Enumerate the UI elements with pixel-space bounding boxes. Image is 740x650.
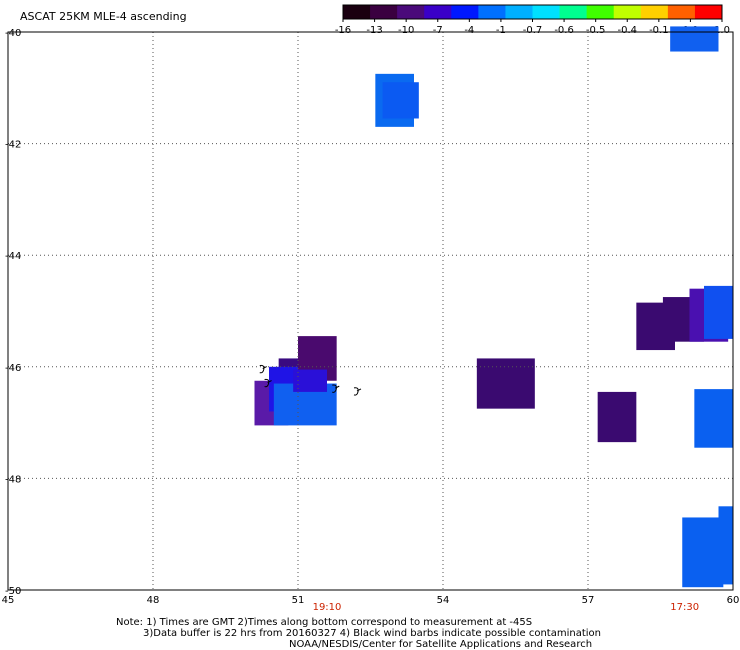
colorbar-tick-label: -16 [335,25,351,36]
swath-cell [704,285,733,339]
swath-cell [382,82,419,119]
colorbar-segment [532,5,561,19]
colorbar-tick-label: -0.5 [586,25,606,36]
swath-cell [682,517,724,588]
map-frame [7,31,734,591]
colorbar-tick-label: -7 [433,25,443,36]
longitude-label: 51 [292,595,305,606]
colorbar-tick-label: -13 [366,25,382,36]
colorbar-segment [397,5,425,19]
swath-cell [718,506,733,585]
longitude-labels: 45 48 51 54 57 60 [2,595,740,606]
colorbar-tick-label: -0.6 [554,25,574,36]
longitude-label: 45 [2,595,15,606]
scatterometer-swaths [254,26,733,588]
colorbar-tick-label: -10 [398,25,414,36]
note-line-3: NOAA/NESDIS/Center for Satellite Applica… [289,639,592,650]
time-label: 17:30 [670,602,699,613]
latitude-label: -40 [5,28,21,39]
note-line-2: 3)Data buffer is 22 hrs from 20160327 4)… [143,628,601,639]
wind-barb [264,378,272,388]
colorbar-segment [586,5,615,19]
swath-cell [293,369,327,392]
colorbar-tick-labels: -16-13-10-7-4-1-0.7-0.6-0.5-0.4-0.10.01.… [335,19,730,36]
swath-cell [597,391,637,443]
latitude-label: -48 [5,474,21,485]
colorbar-segment [424,5,452,19]
wind-barb [259,364,267,374]
colorbar-segment [613,5,642,19]
colorbar-segment [505,5,533,19]
contamination-wind-barbs [259,364,362,396]
colorbar-segment [343,5,371,19]
colorbar-segment [694,5,723,19]
colorbar-tick-label: 1.0 [714,25,730,36]
colorbar-tick-label: -0.1 [649,25,669,36]
longitude-label: 48 [147,595,160,606]
colorbar-segment [451,5,479,19]
colorbar-tick-label: -0.4 [617,25,637,36]
map-title: ASCAT 25KM MLE-4 ascending [20,10,187,23]
colorbar-segment [478,5,506,19]
longitude-label: 54 [437,595,450,606]
swath-cell [476,358,535,409]
wind-barb [353,387,362,396]
colorbar-segment [667,5,696,19]
colorbar-segment [559,5,588,19]
latitude-labels: -40 -42 -44 -46 -48 -50 [5,28,21,597]
latitude-label: -42 [5,140,21,151]
wind-barb [332,384,340,393]
colorbar-tick-label: -0.7 [523,25,543,36]
colorbar-tick-label: -4 [464,25,474,36]
swath-cell [694,389,733,448]
longitude-label: 57 [582,595,595,606]
time-labels: 19:10 17:30 [313,602,699,613]
colorbar-segment [370,5,398,19]
colorbar [342,4,723,20]
colorbar-segment [640,5,669,19]
time-label: 19:10 [313,602,342,613]
latitude-label: -46 [5,363,21,374]
note-line-1: Note: 1) Times are GMT 2)Times along bot… [116,617,532,628]
latitude-label: -44 [5,251,21,262]
colorbar-tick-label: -1 [496,25,506,36]
latitude-label: -50 [5,586,21,597]
swath-cell [670,26,719,52]
longitude-label: 60 [727,595,740,606]
graticule [8,32,733,590]
